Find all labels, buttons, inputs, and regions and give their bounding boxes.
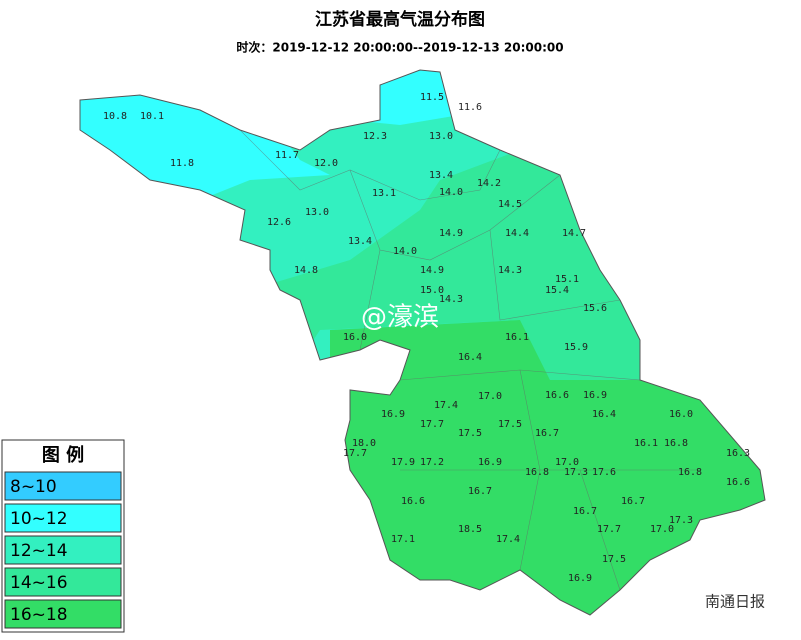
station-value: 16.3 — [726, 448, 750, 459]
station-value: 17.3 — [564, 467, 588, 478]
station-value: 14.0 — [393, 246, 417, 257]
station-value: 16.8 — [678, 467, 702, 478]
station-value: 16.6 — [726, 477, 750, 488]
station-value: 14.0 — [439, 187, 463, 198]
station-value: 14.9 — [420, 265, 444, 276]
legend-label: 10~12 — [10, 509, 68, 529]
station-value: 15.1 — [555, 274, 579, 285]
station-value: 18.0 — [352, 438, 376, 449]
station-value: 14.8 — [294, 265, 318, 276]
station-value: 16.9 — [583, 390, 607, 401]
legend-swatch — [4, 503, 122, 533]
watermark: 南通日报 — [705, 593, 765, 611]
subtitle: 时次：2019-12-12 20:00:00--2019-12-13 20:00… — [236, 40, 563, 55]
station-value: 17.0 — [555, 457, 579, 468]
station-value: 17.0 — [478, 391, 502, 402]
station-value: 14.7 — [562, 228, 586, 239]
station-value: 17.4 — [434, 400, 458, 411]
station-value: 16.7 — [535, 428, 559, 439]
legend-swatch — [4, 535, 122, 565]
legend-title: 图 例 — [42, 444, 84, 466]
legend-swatch — [4, 567, 122, 597]
station-value: 17.5 — [602, 554, 626, 565]
station-value: 17.5 — [458, 428, 482, 439]
station-value: 11.8 — [170, 158, 194, 169]
station-value: 12.0 — [314, 158, 338, 169]
station-value: 17.5 — [498, 419, 522, 430]
station-value: 12.6 — [267, 217, 291, 228]
station-value: 16.8 — [664, 438, 688, 449]
station-value: 17.1 — [391, 534, 415, 545]
station-value: 16.4 — [458, 352, 482, 363]
station-value: 15.4 — [545, 285, 569, 296]
legend: 图 例 8~10 10~12 12~14 14~16 16~18 — [1, 439, 125, 633]
station-value: 16.6 — [401, 496, 425, 507]
legend-swatch — [4, 599, 122, 629]
station-value: 16.7 — [468, 486, 492, 497]
station-value: 13.1 — [372, 188, 396, 199]
county-lines — [239, 129, 700, 591]
legend-label: 8~10 — [10, 477, 57, 497]
station-value: 16.4 — [592, 409, 616, 420]
legend-label: 16~18 — [10, 605, 68, 625]
station-value: 16.8 — [525, 467, 549, 478]
station-value: 17.4 — [496, 534, 520, 545]
station-value: 14.9 — [439, 228, 463, 239]
station-value: 12.3 — [363, 131, 387, 142]
title: 江苏省最高气温分布图 — [315, 9, 485, 30]
station-value: 15.0 — [420, 285, 444, 296]
station-value: 17.6 — [592, 467, 616, 478]
watermark: @濠滨 — [361, 303, 439, 333]
station-value: 11.7 — [275, 150, 299, 161]
station-value: 15.9 — [564, 342, 588, 353]
station-value: 17.7 — [343, 448, 367, 459]
station-value: 14.4 — [505, 228, 529, 239]
station-value: 16.1 — [505, 332, 529, 343]
station-value: 17.7 — [597, 524, 621, 535]
zone — [370, 70, 460, 125]
station-value: 16.9 — [381, 409, 405, 420]
legend-label: 12~14 — [10, 541, 68, 561]
station-value: 11.5 — [420, 92, 444, 103]
station-value: 16.0 — [343, 332, 367, 343]
station-value: 16.6 — [545, 390, 569, 401]
station-value: 14.3 — [439, 294, 463, 305]
station-value: 17.2 — [420, 457, 444, 468]
station-value: 16.9 — [568, 573, 592, 584]
station-value: 16.1 — [634, 438, 658, 449]
station-value: 14.5 — [498, 199, 522, 210]
station-value: 13.0 — [305, 207, 329, 218]
station-value: 16.7 — [573, 506, 597, 517]
station-value: 17.7 — [420, 419, 444, 430]
station-value: 13.4 — [348, 236, 372, 247]
stations: 10.8 10.1 11.5 11.6 12.3 13.0 11.8 11.7 12.0 13.4… — [103, 92, 750, 584]
station-value: 16.7 — [621, 496, 645, 507]
station-value: 17.0 — [650, 524, 674, 535]
station-value: 13.0 — [429, 131, 453, 142]
station-value: 10.1 — [140, 111, 164, 122]
station-value: 17.3 — [669, 515, 693, 526]
station-value: 14.2 — [477, 178, 501, 189]
station-value: 16.9 — [478, 457, 502, 468]
station-value: 16.0 — [669, 409, 693, 420]
station-value: 14.3 — [498, 265, 522, 276]
legend-label: 14~16 — [10, 573, 68, 593]
legend-swatch — [4, 471, 122, 501]
station-value: 18.5 — [458, 524, 482, 535]
station-value: 17.9 — [391, 457, 415, 468]
station-value: 11.6 — [458, 102, 482, 113]
station-value: 13.4 — [429, 170, 453, 181]
station-value: 15.6 — [583, 303, 607, 314]
station-value: 10.8 — [103, 111, 127, 122]
